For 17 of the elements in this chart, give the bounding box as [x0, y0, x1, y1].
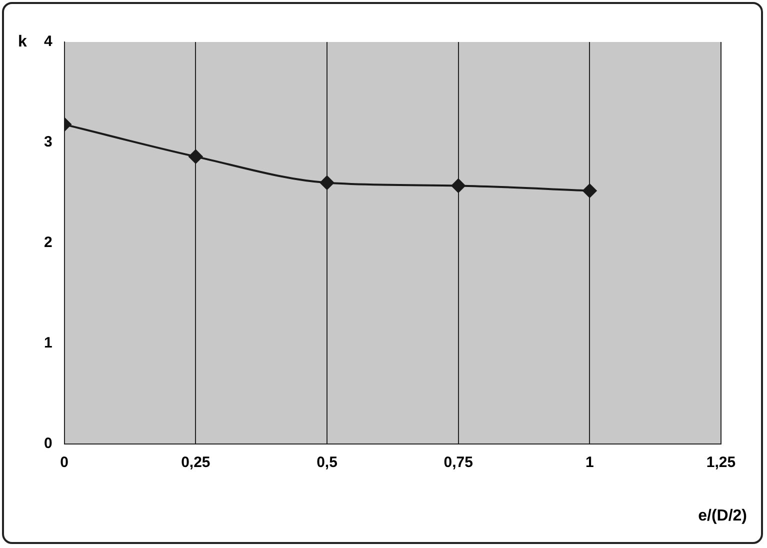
x-tick-label: 0,5 [316, 454, 338, 472]
point [582, 184, 597, 198]
y-axis-title: k [18, 33, 27, 50]
y-tick-label: 1 [44, 334, 52, 352]
y-tick-label: 4 [44, 33, 53, 50]
point [320, 176, 334, 190]
point [451, 178, 466, 193]
y-tick-label: 0 [44, 435, 52, 452]
y-tick-label: 2 [44, 234, 52, 252]
x-tick-label: 0,25 [181, 454, 210, 472]
x-axis-title: e/(D/2) [698, 507, 747, 524]
x-tick-label: 0,75 [444, 454, 473, 472]
x-tick-label: 0 [60, 454, 69, 472]
x-tick-label: 1,25 [706, 454, 736, 472]
y-tick-label: 3 [44, 134, 52, 151]
x-tick-label: 1 [585, 454, 594, 472]
point [188, 150, 203, 164]
